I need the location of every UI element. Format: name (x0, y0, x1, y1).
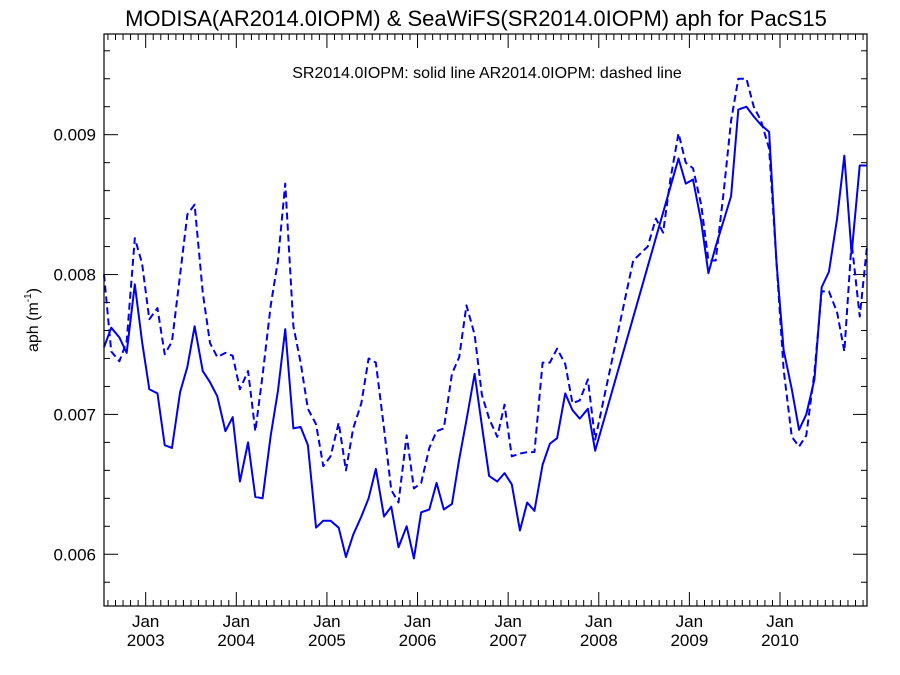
x-tick-label-year: 2010 (761, 631, 799, 650)
x-tick-label-year: 2009 (670, 631, 708, 650)
chart-title: MODISA(AR2014.0IOPM) & SeaWiFS(SR2014.0I… (125, 6, 827, 31)
x-tick-label-year: 2005 (308, 631, 346, 650)
y-axis-label-close: ) (25, 288, 42, 293)
y-axis-label-exponent: -1 (23, 293, 34, 302)
x-tick-label-year: 2007 (489, 631, 527, 650)
series-group (103, 77, 868, 560)
y-axis-label-base: aph (m (25, 302, 42, 352)
y-tick-label: 0.009 (53, 126, 96, 145)
y-tick-label: 0.006 (53, 545, 96, 564)
axes: 0.0060.0070.0080.009Jan2003Jan2004Jan200… (53, 34, 867, 650)
x-tick-label-month: Jan (223, 612, 250, 631)
y-tick-label: 0.008 (53, 266, 96, 285)
plot-frame (103, 33, 868, 607)
y-tick-label: 0.007 (53, 405, 96, 424)
series-line-solid (103, 105, 867, 560)
x-tick-label-year: 2004 (217, 631, 255, 650)
legend-annotation: SR2014.0IOPM: solid line AR2014.0IOPM: d… (292, 65, 682, 82)
x-tick-label-month: Jan (585, 612, 612, 631)
y-axis-label: aph (m-1) (23, 288, 42, 352)
x-tick-label-month: Jan (313, 612, 340, 631)
x-tick-label-month: Jan (404, 612, 431, 631)
series-line-dashed (103, 77, 868, 504)
x-tick-label-month: Jan (494, 612, 521, 631)
x-tick-label-year: 2006 (399, 631, 437, 650)
x-tick-label-month: Jan (766, 612, 793, 631)
x-tick-label-year: 2008 (580, 631, 618, 650)
x-tick-label-month: Jan (132, 612, 159, 631)
x-tick-label-year: 2003 (127, 631, 165, 650)
x-tick-label-month: Jan (676, 612, 703, 631)
